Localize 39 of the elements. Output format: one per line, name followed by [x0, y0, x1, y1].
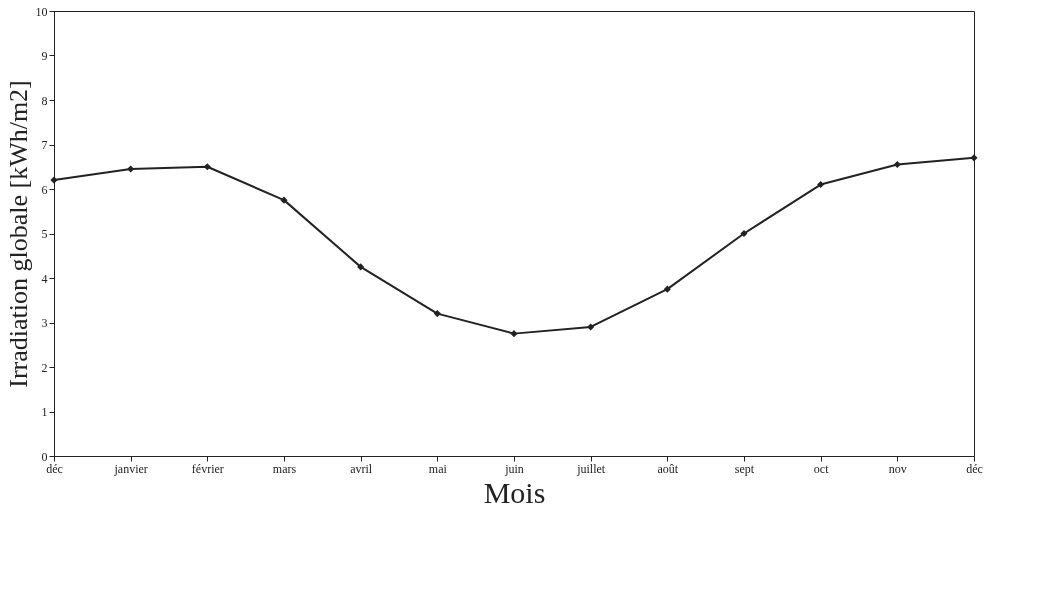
x-tick-label: janvier [113, 461, 148, 476]
x-tick-label: juin [504, 461, 524, 476]
x-tick-label: déc [966, 461, 983, 476]
point [50, 176, 58, 184]
y-tick-label: 1 [41, 405, 48, 419]
point [587, 323, 595, 331]
y-tick-label: 4 [41, 271, 48, 286]
x-tick-label: sept [734, 461, 755, 476]
x-tick-label: août [657, 461, 679, 476]
x-tick-label: oct [813, 461, 830, 476]
x-tick-label: juillet [576, 461, 606, 476]
x-tick-label: février [191, 461, 224, 476]
point [663, 285, 671, 293]
y-tick-label: 3 [41, 316, 48, 330]
x-tick-label: avril [350, 461, 373, 476]
y-tick-label: 10 [35, 4, 48, 19]
x-tick-label: mai [428, 461, 448, 476]
y-tick-label: 8 [41, 93, 48, 108]
y-tick-label: 7 [41, 138, 48, 152]
point [970, 154, 978, 162]
point [127, 165, 135, 173]
x-axis-title: Mois [483, 475, 546, 509]
point [817, 181, 825, 189]
point [510, 330, 518, 338]
point [893, 160, 901, 169]
y-tick-label: 6 [41, 182, 48, 197]
y-tick-label: 0 [41, 449, 48, 464]
point [357, 263, 365, 271]
y-tick-label: 5 [41, 227, 48, 241]
point [433, 310, 441, 318]
x-tick-label: nov [888, 461, 907, 476]
point [740, 229, 748, 238]
x-tick-label: mars [272, 461, 297, 476]
y-tick-label: 9 [41, 49, 48, 63]
y-axis-title: Irradiation globale [kWh/m2] [3, 80, 33, 388]
x-tick-label: déc [46, 461, 63, 476]
point [203, 163, 211, 171]
y-tick-label: 2 [41, 360, 48, 375]
point [280, 196, 288, 204]
